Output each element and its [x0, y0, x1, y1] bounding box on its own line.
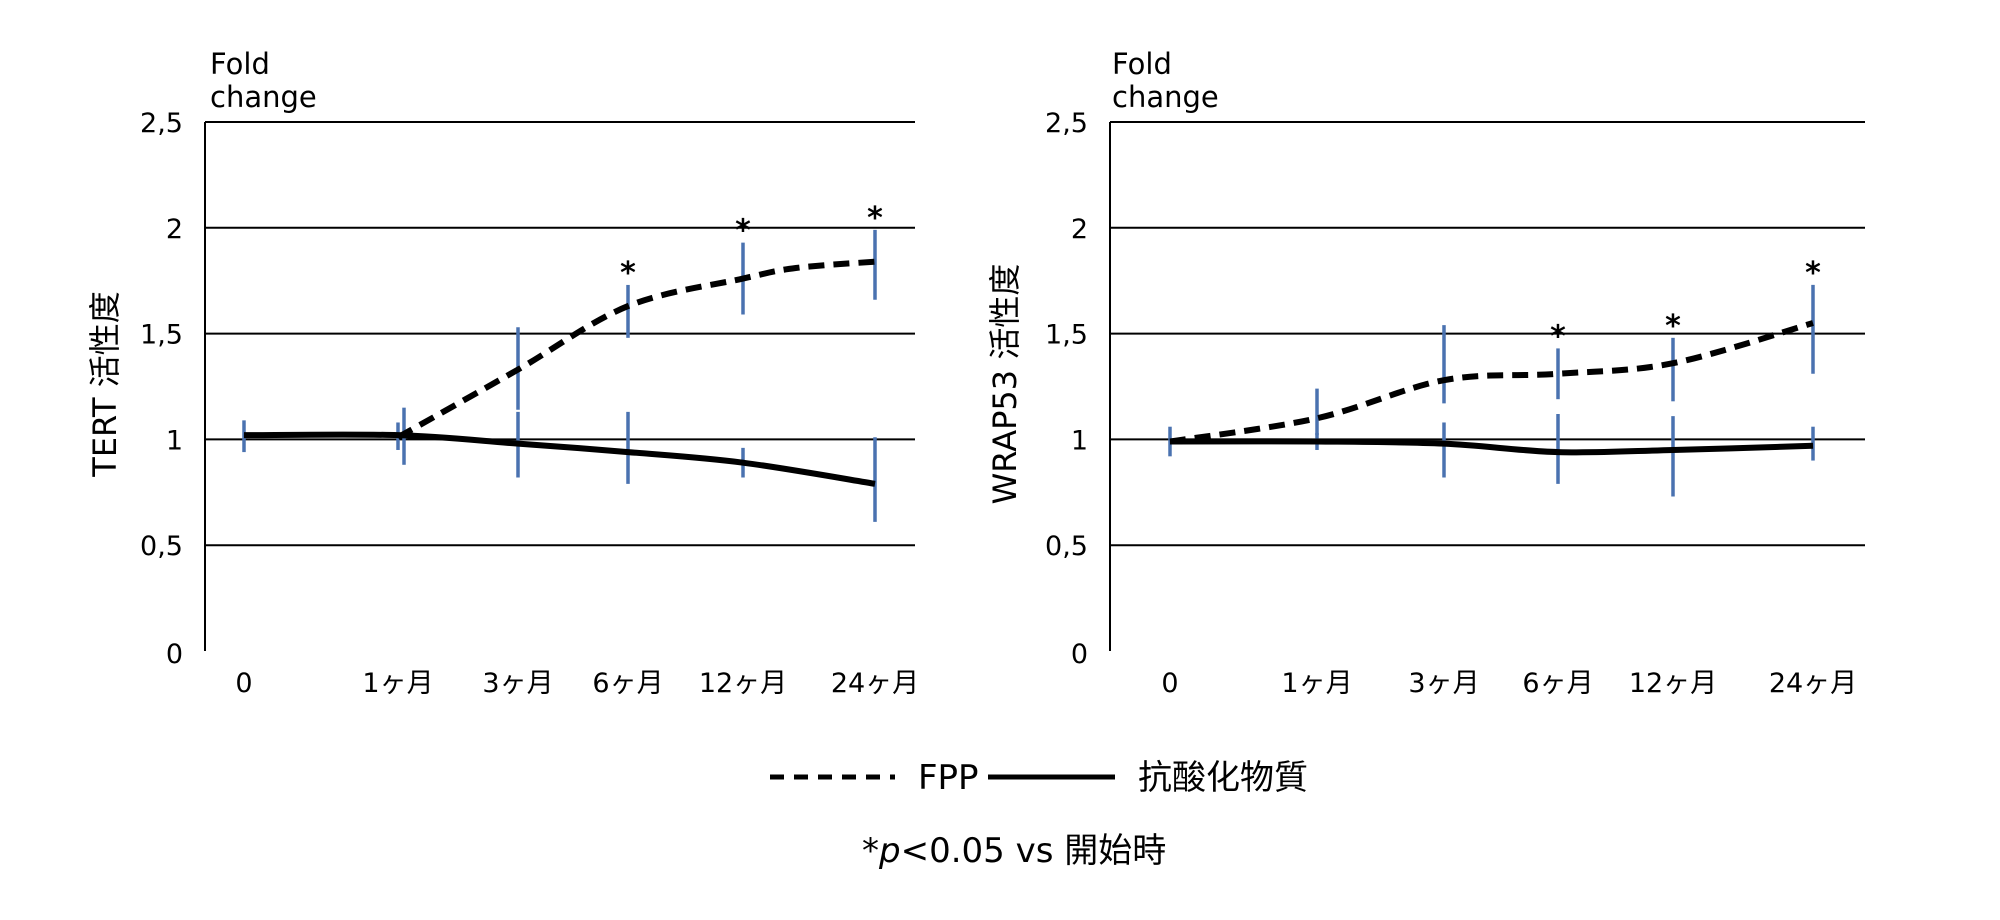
wrap53-chart: Fold change WRAP53 活性度 0 0,5 1 1,5 2 2,5 0 1ヶ月… [986, 47, 1865, 699]
x-tick-label: 6ヶ月 [1522, 668, 1593, 699]
error-bars [242, 229, 877, 522]
significance-star: * [1665, 309, 1681, 344]
legend-label-fpp: FPP [918, 758, 979, 798]
y-tick-label: 2,5 [140, 108, 183, 139]
chart-title-line2: change [210, 80, 317, 114]
error-bars [1168, 284, 1815, 497]
grid-lines [205, 121, 915, 547]
x-tick-labels: 0 1ヶ月 3ヶ月 6ヶ月 12ヶ月 24ヶ月 [1161, 668, 1857, 699]
y-tick-label: 2,5 [1045, 108, 1088, 139]
significance-marks: * * * [1550, 256, 1821, 354]
footnote: *p<0.05 vs 開始時 [862, 831, 1166, 871]
y-tick-label: 0,5 [140, 531, 183, 562]
y-tick-label: 0 [1071, 639, 1088, 670]
footnote-rest: <0.05 vs 開始時 [901, 831, 1167, 871]
y-axis-label: WRAP53 活性度 [986, 264, 1024, 505]
chart-title-line1: Fold [1112, 47, 1172, 81]
y-tick-labels: 0 0,5 1 1,5 2 2,5 [140, 108, 183, 670]
series-lines [243, 258, 876, 487]
y-tick-label: 1 [166, 425, 183, 456]
series-line-fpp [1169, 320, 1814, 445]
significance-star: * [1805, 256, 1821, 291]
chart-title-line2: change [1112, 80, 1219, 114]
significance-star: * [867, 201, 883, 236]
y-tick-label: 1,5 [1045, 320, 1088, 351]
footnote-star: * [862, 831, 879, 871]
legend: FPP 抗酸化物質 [770, 758, 1308, 798]
x-tick-label: 24ヶ月 [831, 668, 919, 699]
x-tick-label: 3ヶ月 [1408, 668, 1479, 699]
y-tick-label: 1,5 [140, 320, 183, 351]
significance-star: * [620, 256, 636, 291]
x-tick-label: 0 [235, 668, 252, 699]
y-tick-label: 2 [166, 214, 183, 245]
y-tick-label: 0,5 [1045, 531, 1088, 562]
x-tick-label: 1ヶ月 [1281, 668, 1352, 699]
x-tick-label: 1ヶ月 [362, 668, 433, 699]
series-lines [1169, 320, 1814, 456]
chart-title-line1: Fold [210, 47, 270, 81]
y-tick-label: 1 [1071, 425, 1088, 456]
x-tick-label: 6ヶ月 [592, 668, 663, 699]
y-tick-labels: 0 0,5 1 1,5 2 2,5 [1045, 108, 1088, 670]
footnote-p: p [878, 831, 901, 871]
x-tick-labels: 0 1ヶ月 3ヶ月 6ヶ月 12ヶ月 24ヶ月 [235, 668, 919, 699]
series-line-antioxidant [243, 431, 876, 487]
legend-label-antioxidant: 抗酸化物質 [1138, 758, 1308, 798]
y-tick-label: 2 [1071, 214, 1088, 245]
significance-star: * [1550, 319, 1566, 354]
significance-star: * [735, 214, 751, 249]
tert-chart: Fold change TERT 活性度 0 0,5 1 1,5 2 2,5 0 1ヶ月 3ヶ… [86, 47, 919, 699]
x-tick-label: 3ヶ月 [482, 668, 553, 699]
grid-lines [1110, 121, 1865, 547]
series-line-antioxidant [1169, 438, 1814, 456]
significance-marks: * * * [620, 201, 883, 291]
y-axis-label: TERT 活性度 [86, 291, 124, 477]
x-tick-label: 12ヶ月 [699, 668, 787, 699]
x-tick-label: 24ヶ月 [1769, 668, 1857, 699]
x-tick-label: 12ヶ月 [1629, 668, 1717, 699]
series-line-fpp [396, 258, 876, 440]
y-tick-label: 0 [166, 639, 183, 670]
x-tick-label: 0 [1161, 668, 1178, 699]
